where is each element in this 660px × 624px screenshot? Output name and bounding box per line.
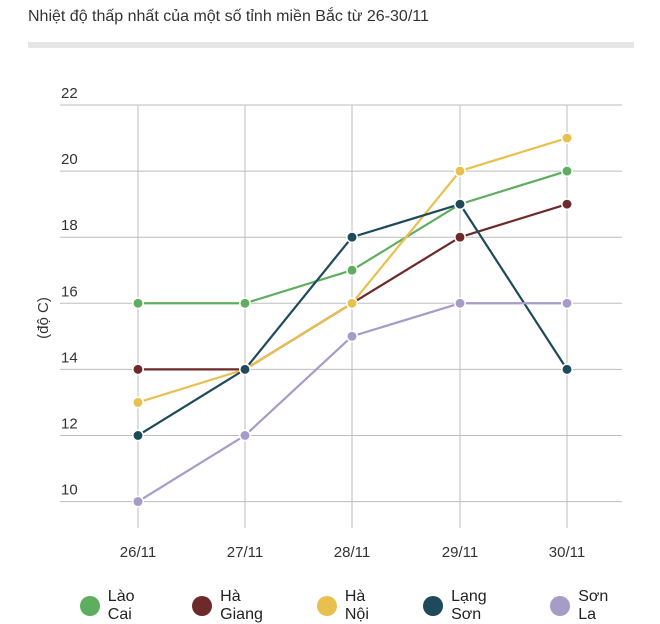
data-point (239, 363, 251, 376)
legend-item: Hà Nội (317, 588, 393, 624)
y-tick-label: 14 (61, 349, 78, 366)
legend-item: Sơn La (550, 588, 630, 624)
y-tick-label: 10 (61, 482, 78, 499)
data-point (561, 132, 573, 144)
data-point (454, 198, 466, 211)
legend-marker (192, 596, 213, 616)
legend-label: Lào Cai (107, 588, 135, 623)
data-point (239, 297, 251, 310)
data-point (561, 198, 573, 211)
legend-marker (550, 596, 571, 616)
y-tick-label: 22 (61, 85, 78, 102)
legend-item: Lào Cai (80, 588, 162, 624)
legend-item: Hà Giang (192, 588, 287, 624)
data-point (561, 363, 573, 376)
legend-item: Lạng Sơn (423, 588, 520, 624)
title-divider (28, 42, 634, 48)
x-tick-label: 28/11 (334, 544, 370, 561)
data-point (132, 396, 144, 409)
data-point (239, 429, 251, 442)
data-point (132, 429, 144, 442)
data-point (454, 231, 466, 244)
legend-label: Lạng Sơn (451, 588, 487, 623)
data-point (454, 165, 466, 178)
chart-title: Nhiệt độ thấp nhất của một số tỉnh miền … (28, 8, 429, 25)
data-point (346, 297, 358, 310)
data-point (346, 264, 358, 277)
y-tick-label: 18 (61, 217, 78, 234)
legend-marker (423, 596, 444, 616)
data-point (561, 297, 573, 310)
y-axis-label: (độ C) (35, 297, 52, 339)
data-point (132, 363, 144, 376)
legend-marker (80, 596, 100, 616)
x-tick-label: 29/11 (442, 544, 478, 561)
legend-label: Hà Nội (344, 588, 369, 623)
data-point (454, 297, 466, 310)
legend-label: Sơn La (578, 588, 609, 623)
x-tick-label: 30/11 (549, 544, 585, 561)
x-tick-label: 27/11 (227, 544, 263, 561)
x-tick-label: 26/11 (120, 544, 156, 561)
legend-marker (317, 596, 337, 616)
y-tick-label: 12 (61, 415, 78, 432)
data-point (561, 165, 573, 178)
data-point (132, 495, 144, 508)
y-tick-label: 16 (61, 283, 78, 300)
data-point (132, 297, 144, 310)
data-point (346, 330, 358, 343)
data-point (346, 231, 358, 244)
legend-label: Hà Giang (220, 588, 263, 623)
line-chart: 10 12 14 16 18 20 22 26/11 27/11 28/11 29/11 30/11 (… (35, 85, 622, 561)
chart-legend: Lào Cai Hà Giang Hà Nội Lạng Sơn Sơn La (80, 588, 660, 624)
y-tick-label: 20 (61, 151, 78, 168)
